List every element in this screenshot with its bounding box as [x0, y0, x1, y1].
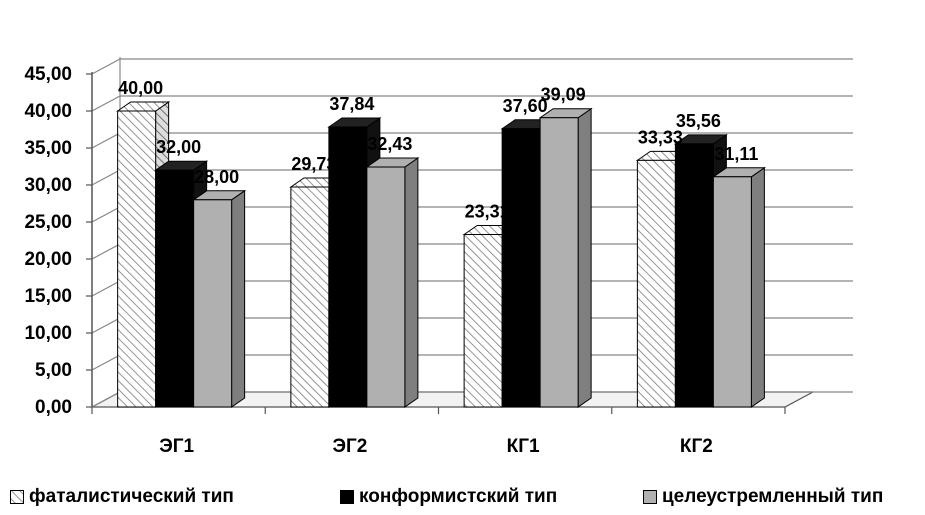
data-labels: 40,00 32,00 28,00 29,73 37,84 32,43 23,31 37,60…: [118, 78, 758, 222]
legend-label: конформистский тип: [359, 486, 558, 507]
data-label: 29,73: [291, 154, 336, 174]
data-label: 32,43: [367, 134, 412, 154]
legend-swatch-hatched: [10, 490, 24, 504]
data-label: 28,00: [194, 167, 239, 187]
bar: [711, 166, 766, 408]
bar-chart: 0,00 5,00 10,00 15,00 20,00 25,00 30,00 35,00 40…: [24, 57, 853, 457]
data-label: 31,11: [714, 144, 758, 164]
y-tick-label: 10,00: [24, 323, 72, 344]
data-label: 39,09: [541, 85, 586, 105]
y-tick-label: 40,00: [24, 101, 72, 122]
legend-swatch-gray: [643, 490, 657, 504]
data-label: 37,84: [329, 94, 374, 114]
y-tick-label: 30,00: [24, 175, 72, 196]
y-axis-ticks: 0,00 5,00 10,00 15,00 20,00 25,00 30,00 35,00 40…: [24, 64, 92, 418]
legend-label: целеустремленный тип: [662, 486, 884, 507]
legend-swatch-black: [340, 490, 354, 504]
data-label: 37,60: [503, 96, 548, 116]
y-tick-label: 20,00: [24, 249, 72, 270]
data-label: 32,00: [156, 137, 201, 157]
y-tick-label: 15,00: [24, 286, 72, 307]
x-tick-label: ЭГ1: [159, 436, 194, 457]
gridline: [91, 95, 853, 112]
axes: [91, 57, 121, 407]
legend-label: фаталистический тип: [29, 486, 234, 507]
legend: фаталистический тип конформистский тип ц…: [0, 486, 925, 514]
bar: [192, 189, 247, 408]
bar: [538, 107, 593, 408]
x-tick-label: КГ2: [680, 436, 713, 457]
y-tick-label: 25,00: [24, 212, 72, 233]
data-label: 40,00: [118, 78, 163, 98]
x-axis-categories: ЭГ1 ЭГ2 КГ1 КГ2: [91, 407, 786, 457]
x-tick-label: КГ1: [507, 436, 540, 457]
legend-item-purposeful: целеустремленный тип: [643, 486, 883, 508]
data-label: 35,56: [676, 111, 721, 131]
gridline: [91, 58, 853, 75]
y-tick-label: 5,00: [35, 360, 72, 381]
bars: [116, 101, 766, 408]
data-label: 23,31: [465, 202, 510, 222]
y-tick-label: 0,00: [35, 397, 72, 418]
legend-item-conformist: конформистский тип: [340, 486, 557, 508]
y-tick-label: 35,00: [24, 138, 72, 159]
legend-item-fatalistic: фаталистический тип: [10, 486, 234, 508]
bar: [365, 157, 420, 408]
y-tick-label: 45,00: [24, 64, 72, 85]
x-tick-label: ЭГ2: [332, 436, 367, 457]
data-label: 33,33: [638, 127, 683, 147]
